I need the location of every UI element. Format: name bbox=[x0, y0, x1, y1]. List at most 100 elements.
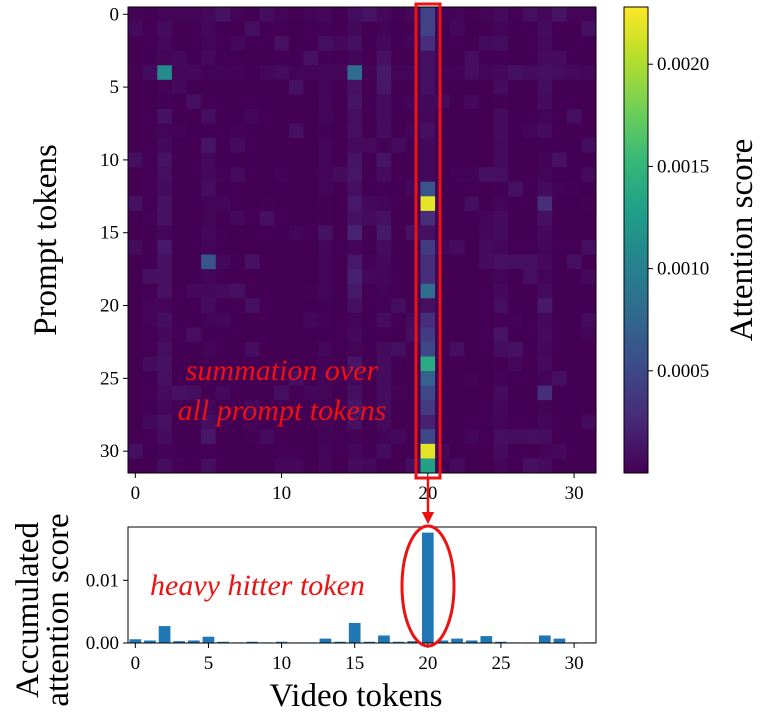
heatmap-cell bbox=[157, 36, 173, 52]
heatmap-cell bbox=[435, 94, 451, 110]
heatmap-cell bbox=[347, 21, 363, 37]
heatmap-cell bbox=[581, 65, 597, 81]
heatmap-cell bbox=[449, 167, 465, 183]
heatmap-cell bbox=[405, 341, 421, 357]
heatmap-cell bbox=[391, 341, 407, 357]
heatmap-cell bbox=[128, 94, 144, 110]
heatmap-cell bbox=[332, 269, 348, 285]
heatmap-cell bbox=[435, 65, 451, 81]
heatmap-cell bbox=[347, 138, 363, 154]
heatmap-cell bbox=[201, 108, 217, 124]
heatmap-cell bbox=[245, 429, 261, 445]
heatmap-cell bbox=[259, 298, 275, 314]
heatmap-cell bbox=[288, 181, 304, 197]
heatmap-cell bbox=[420, 94, 436, 110]
heatmap-cell bbox=[581, 79, 597, 95]
heatmap-cell bbox=[128, 327, 144, 343]
bar bbox=[436, 640, 449, 643]
heatmap-cell bbox=[479, 254, 495, 270]
heatmap-cell bbox=[288, 196, 304, 212]
heatmap-cell bbox=[479, 356, 495, 372]
heatmap-cell bbox=[581, 356, 597, 372]
heatmap-cell bbox=[332, 152, 348, 168]
heatmap-cell bbox=[405, 21, 421, 37]
heatmap-cell bbox=[259, 36, 275, 52]
heatmap-cell bbox=[245, 443, 261, 459]
heatmap-cell bbox=[215, 196, 231, 212]
heatmap-cell bbox=[522, 312, 538, 328]
heatmap-cell bbox=[201, 196, 217, 212]
heatmap-cell bbox=[493, 94, 509, 110]
heatmap-cell bbox=[508, 152, 524, 168]
heatmap-cell bbox=[493, 181, 509, 197]
heatmap-cell bbox=[347, 385, 363, 401]
heatmap-cell bbox=[479, 414, 495, 430]
heatmap-cell bbox=[303, 240, 319, 255]
heatmap-cell bbox=[171, 94, 187, 110]
heatmap-cell bbox=[332, 414, 348, 430]
heatmap-cell bbox=[552, 341, 568, 357]
heatmap-cell bbox=[522, 79, 538, 95]
heatmap-cell bbox=[332, 196, 348, 212]
heatmap-cell bbox=[566, 458, 582, 474]
heatmap-cell bbox=[230, 36, 246, 52]
heatmap-cell bbox=[479, 240, 495, 255]
colorbar-label: Attention score bbox=[724, 139, 760, 342]
heatmap-cell bbox=[142, 210, 158, 226]
heatmap-cell bbox=[537, 458, 553, 474]
heatmap-cell bbox=[274, 283, 290, 299]
heatmap-cell bbox=[142, 283, 158, 299]
heatmap-cell bbox=[552, 50, 568, 66]
heatmap-cell bbox=[362, 123, 378, 139]
bar-y-ticks: 0.00 0.01 bbox=[86, 570, 128, 654]
heatmap-cell bbox=[288, 79, 304, 95]
heatmap-cell bbox=[230, 65, 246, 81]
annotation-heavy-hitter: heavy hitter token bbox=[150, 569, 365, 602]
heatmap-cell bbox=[215, 152, 231, 168]
heatmap-cell bbox=[581, 21, 597, 37]
heatmap-cell bbox=[142, 50, 158, 66]
heatmap-cell bbox=[405, 181, 421, 197]
heatmap-cell bbox=[420, 65, 436, 81]
heatmap-cell bbox=[230, 443, 246, 459]
heatmap-cell bbox=[449, 371, 465, 387]
heatmap-cell bbox=[128, 371, 144, 387]
heatmap-cell bbox=[128, 225, 144, 241]
colorbar-tick-label: 0.0005 bbox=[657, 361, 709, 382]
heatmap-cell bbox=[391, 240, 407, 255]
heatmap-cell bbox=[405, 458, 421, 474]
heatmap-cell bbox=[420, 312, 436, 328]
heatmap-cell bbox=[449, 108, 465, 124]
heatmap-cell bbox=[537, 371, 553, 387]
heatmap-cell bbox=[332, 94, 348, 110]
heatmap-cell bbox=[332, 7, 348, 22]
heatmap-cell bbox=[201, 356, 217, 372]
heatmap-cell bbox=[581, 152, 597, 168]
heatmap-cell bbox=[245, 371, 261, 387]
heatmap-cell bbox=[522, 356, 538, 372]
heatmap-cell bbox=[201, 414, 217, 430]
heatmap-cell bbox=[479, 225, 495, 241]
heatmap-cell bbox=[493, 283, 509, 299]
heatmap-cell bbox=[245, 181, 261, 197]
heatmap-cell bbox=[464, 356, 480, 372]
heatmap-cell bbox=[128, 123, 144, 139]
heatmap-cell bbox=[362, 356, 378, 372]
heatmap-cell bbox=[186, 50, 202, 66]
heatmap-cell bbox=[464, 458, 480, 474]
heatmap-cell bbox=[347, 123, 363, 139]
heatmap-cell bbox=[405, 36, 421, 52]
heatmap-cell bbox=[552, 21, 568, 37]
heatmap-cell bbox=[171, 7, 187, 22]
heatmap-cell bbox=[347, 356, 363, 372]
heatmap-cell bbox=[157, 341, 173, 357]
heatmap-cell bbox=[186, 152, 202, 168]
heatmap-cell bbox=[362, 283, 378, 299]
bar-ylabel-line1: Accumulated bbox=[10, 522, 46, 698]
heatmap-cell bbox=[274, 210, 290, 226]
heatmap-cell bbox=[508, 414, 524, 430]
heatmap-cell bbox=[376, 79, 392, 95]
heatmap-ylabel: Prompt tokens bbox=[28, 144, 64, 336]
heatmap-cell bbox=[201, 167, 217, 183]
heatmap-cell bbox=[376, 327, 392, 343]
